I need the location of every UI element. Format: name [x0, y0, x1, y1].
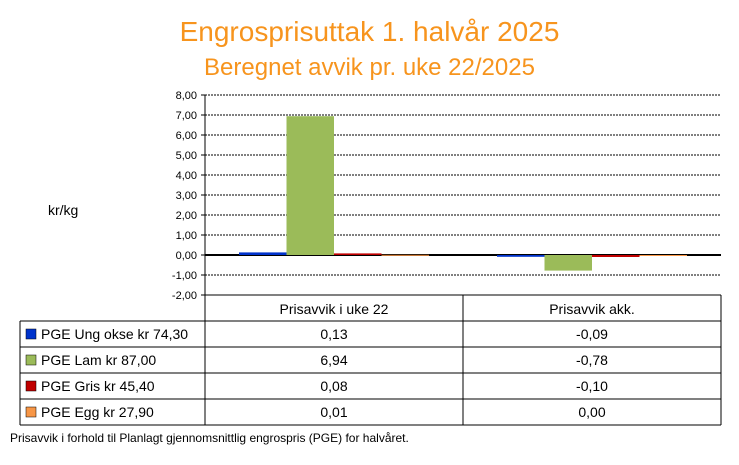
bar [381, 254, 429, 256]
y-tick-label: 3,00 [176, 190, 197, 202]
legend-label: PGE Lam kr 87,00 [41, 352, 156, 368]
bar [544, 255, 592, 271]
y-tick-label: 5,00 [176, 150, 197, 162]
footnote: Prisavvik i forhold til Planlagt gjennom… [10, 431, 409, 445]
y-axis-label: kr/kg [48, 202, 79, 218]
y-tick-label: 0,00 [176, 250, 197, 262]
chart-title: Engrosprisuttak 1. halvår 2025 [179, 16, 560, 47]
bar [592, 255, 640, 257]
data-label: -0,78 [576, 352, 608, 368]
y-tick-label: 4,00 [176, 170, 197, 182]
legend-label: PGE Ung okse kr 74,30 [41, 326, 188, 342]
bar [334, 253, 382, 255]
category-label: Prisavvik akk. [549, 301, 635, 317]
data-label: 0,00 [578, 404, 605, 420]
legend-swatch [25, 380, 37, 392]
data-label: -0,10 [576, 378, 608, 394]
data-label: 6,94 [320, 352, 347, 368]
y-tick-label: -2,00 [172, 290, 197, 302]
y-tick-label: 6,00 [176, 130, 197, 142]
bar [639, 255, 687, 256]
bar [497, 255, 545, 257]
legend-swatch [25, 328, 37, 340]
legend-swatch [25, 354, 37, 366]
legend-swatch [25, 406, 37, 418]
chart-subtitle: Beregnet avvik pr. uke 22/2025 [204, 54, 535, 81]
y-tick-label: 8,00 [176, 90, 197, 102]
data-label: 0,08 [320, 378, 347, 394]
data-label: 0,01 [320, 404, 347, 420]
bar [286, 116, 334, 255]
bar [239, 252, 287, 255]
legend-label: PGE Egg kr 27,90 [41, 404, 154, 420]
legend-label: PGE Gris kr 45,40 [41, 378, 155, 394]
data-label: 0,13 [320, 326, 347, 342]
y-tick-label: 7,00 [176, 110, 197, 122]
y-tick-label: 1,00 [176, 230, 197, 242]
category-label: Prisavvik i uke 22 [280, 301, 389, 317]
data-label: -0,09 [576, 326, 608, 342]
y-tick-label: -1,00 [172, 270, 197, 282]
y-tick-label: 2,00 [176, 210, 197, 222]
